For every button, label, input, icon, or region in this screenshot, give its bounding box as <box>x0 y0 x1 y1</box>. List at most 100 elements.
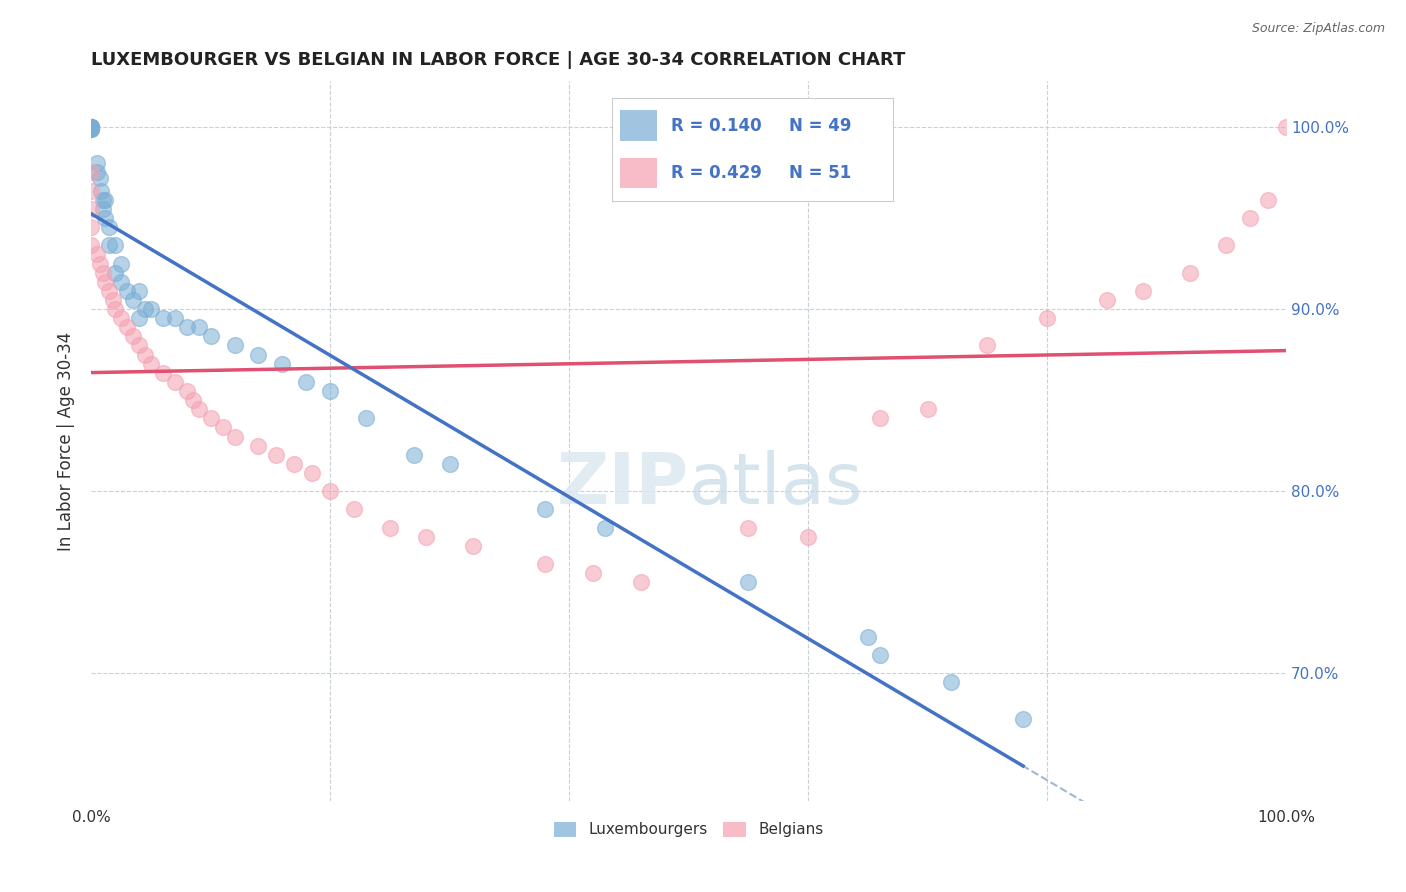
Point <box>869 648 891 662</box>
Point <box>187 402 209 417</box>
Point <box>128 284 150 298</box>
Point <box>582 566 605 581</box>
Point <box>1095 293 1118 307</box>
Point <box>90 184 112 198</box>
Point <box>1275 120 1298 134</box>
Point <box>128 338 150 352</box>
Point <box>80 120 103 134</box>
Point <box>80 184 103 198</box>
Point <box>134 348 156 362</box>
Point <box>86 247 108 261</box>
Point <box>534 557 557 571</box>
Point <box>80 120 103 134</box>
Point <box>630 575 652 590</box>
Text: N = 51: N = 51 <box>789 164 851 182</box>
Text: atlas: atlas <box>689 450 863 519</box>
Point <box>181 393 204 408</box>
Point <box>856 630 879 644</box>
Point <box>98 284 121 298</box>
Point <box>200 411 222 425</box>
Point <box>200 329 222 343</box>
Point <box>378 521 401 535</box>
Text: Source: ZipAtlas.com: Source: ZipAtlas.com <box>1251 22 1385 36</box>
Point <box>354 411 377 425</box>
Point <box>139 357 162 371</box>
Point <box>89 170 111 185</box>
Point <box>80 121 103 136</box>
Point <box>976 338 998 352</box>
Point <box>80 121 103 136</box>
Text: 100.0%: 100.0% <box>1257 810 1315 825</box>
Text: 0.0%: 0.0% <box>72 810 111 825</box>
Text: R = 0.429: R = 0.429 <box>671 164 762 182</box>
Point <box>115 284 138 298</box>
Text: ZIP: ZIP <box>557 450 689 519</box>
Point <box>163 311 186 326</box>
Point <box>271 357 294 371</box>
Point <box>104 266 127 280</box>
Point <box>110 275 132 289</box>
Point <box>94 211 117 225</box>
Point <box>1257 193 1279 207</box>
Point <box>211 420 233 434</box>
Point <box>91 202 114 216</box>
Point <box>319 384 342 398</box>
Point <box>415 530 437 544</box>
Point <box>1012 712 1035 726</box>
Point <box>122 293 145 307</box>
Legend: Luxembourgers, Belgians: Luxembourgers, Belgians <box>547 815 830 844</box>
Point <box>104 238 127 252</box>
Point <box>737 521 759 535</box>
Point <box>94 193 117 207</box>
Point <box>128 311 150 326</box>
Point <box>115 320 138 334</box>
Point <box>110 256 132 270</box>
Point <box>439 457 461 471</box>
Point <box>1239 211 1261 225</box>
Bar <box>620 111 657 141</box>
Point <box>80 202 103 216</box>
Point <box>80 238 103 252</box>
Text: LUXEMBOURGER VS BELGIAN IN LABOR FORCE | AGE 30-34 CORRELATION CHART: LUXEMBOURGER VS BELGIAN IN LABOR FORCE |… <box>91 51 905 69</box>
Point <box>86 165 108 179</box>
Point <box>463 539 485 553</box>
Point <box>89 256 111 270</box>
Point <box>224 429 246 443</box>
Point <box>80 120 103 134</box>
Point <box>402 448 425 462</box>
Point <box>266 448 288 462</box>
Point <box>295 375 318 389</box>
Point <box>917 402 939 417</box>
Point <box>1036 311 1059 326</box>
Y-axis label: In Labor Force | Age 30-34: In Labor Force | Age 30-34 <box>58 332 75 550</box>
Point <box>80 165 103 179</box>
Point <box>534 502 557 516</box>
Point <box>1132 284 1154 298</box>
Point <box>1215 238 1237 252</box>
Point <box>163 375 186 389</box>
Point <box>101 293 124 307</box>
Point <box>319 484 342 499</box>
Point <box>176 320 198 334</box>
Point <box>224 338 246 352</box>
Point <box>98 238 121 252</box>
Bar <box>620 158 657 188</box>
Point <box>1180 266 1202 280</box>
Point <box>122 329 145 343</box>
Point <box>91 193 114 207</box>
Text: R = 0.140: R = 0.140 <box>671 117 761 135</box>
Point <box>80 120 103 134</box>
Point <box>283 457 305 471</box>
Point <box>80 120 103 134</box>
Point <box>134 301 156 316</box>
Point <box>86 156 108 170</box>
Point <box>152 311 174 326</box>
Point <box>343 502 366 516</box>
Point <box>869 411 891 425</box>
Point <box>91 266 114 280</box>
Point <box>301 466 323 480</box>
Point <box>737 575 759 590</box>
Point <box>247 348 270 362</box>
Point <box>94 275 117 289</box>
Text: N = 49: N = 49 <box>789 117 851 135</box>
